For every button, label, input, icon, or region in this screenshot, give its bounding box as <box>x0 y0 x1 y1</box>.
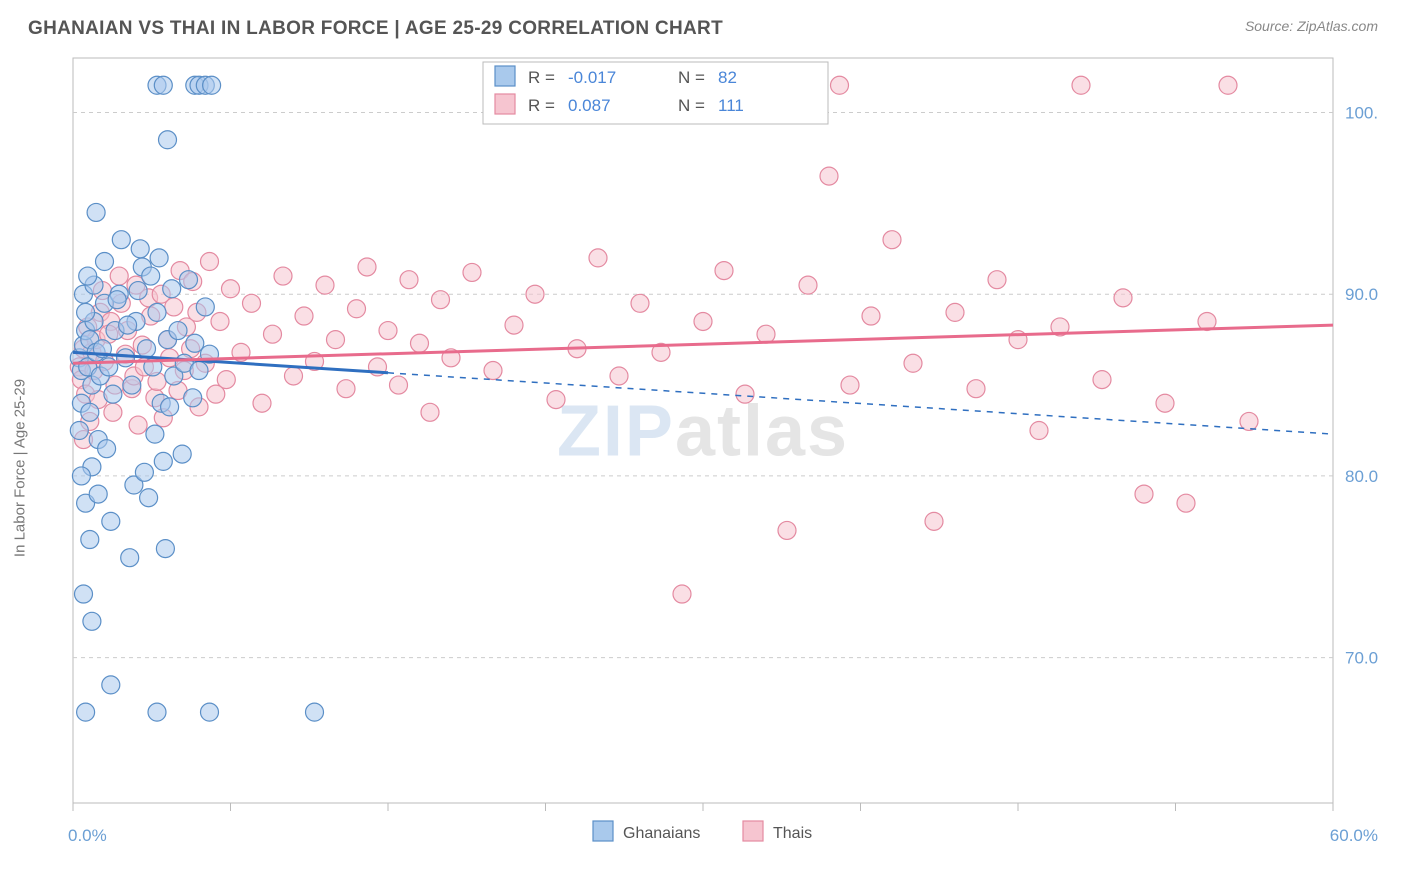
legend-stat: R = <box>528 68 555 87</box>
y-tick-label: 80.0% <box>1345 467 1378 486</box>
y-tick-label: 90.0% <box>1345 285 1378 304</box>
y-tick-label: 70.0% <box>1345 649 1378 668</box>
x-tick-label: 60.0% <box>1330 826 1378 845</box>
chart-area: In Labor Force | Age 25-29 70.0%80.0%90.… <box>28 48 1378 888</box>
legend-label: Ghanaians <box>623 825 700 842</box>
legend-stat: 0.087 <box>568 96 611 115</box>
legend-stat: N = <box>678 68 705 87</box>
x-tick-label: 0.0% <box>68 826 107 845</box>
chart-title: GHANAIAN VS THAI IN LABOR FORCE | AGE 25… <box>28 18 723 40</box>
y-tick-label: 100.0% <box>1345 104 1378 123</box>
chart-header: GHANAIAN VS THAI IN LABOR FORCE | AGE 25… <box>0 0 1406 48</box>
scatter-chart-svg: 70.0% 80.0% 90.0% 100.0% 0.0% 60.0% ZIPatlas R … <box>28 48 1378 888</box>
watermark: ZIPatlas <box>557 392 849 472</box>
series-ghanaians <box>70 76 323 721</box>
series-thais <box>70 76 1258 603</box>
y-axis-label: In Labor Force | Age 25-29 <box>12 379 29 557</box>
legend-stat: N = <box>678 96 705 115</box>
chart-source: Source: ZipAtlas.com <box>1245 18 1378 34</box>
legend-stat: 111 <box>718 96 744 115</box>
legend-stat: R = <box>528 96 555 115</box>
legend-stat: 82 <box>718 68 737 87</box>
legend-stat: -0.017 <box>568 68 616 87</box>
legend-label: Thais <box>773 825 812 842</box>
